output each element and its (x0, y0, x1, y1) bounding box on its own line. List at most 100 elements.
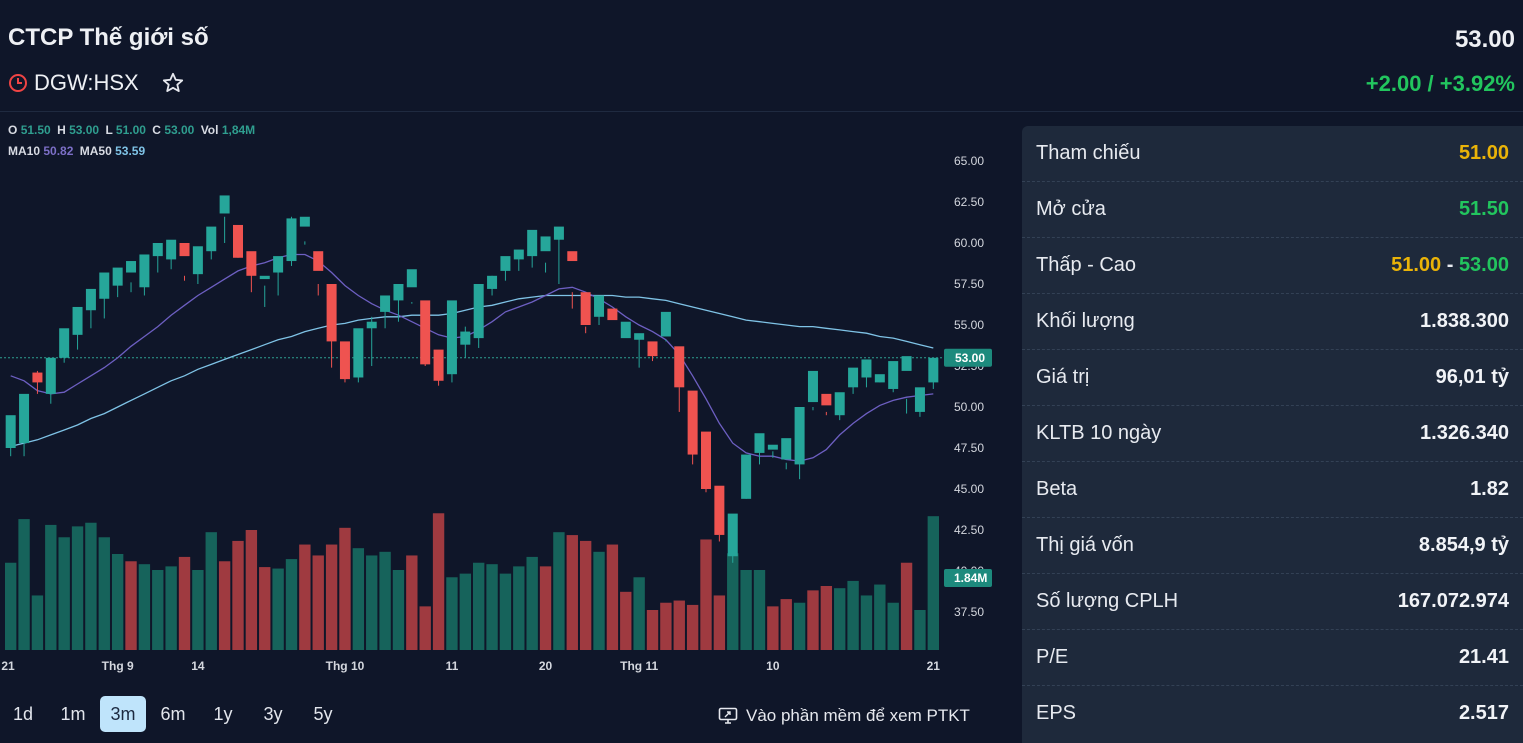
candle-body (326, 284, 337, 342)
y-tick-label: 37.50 (954, 605, 984, 619)
stat-value: 21.41 (1458, 646, 1509, 668)
candle-body (553, 226, 564, 240)
y-tick-label: 50.00 (954, 400, 984, 414)
stat-row-market-cap: Thị giá vốn 8.854,9 tỷ (1022, 518, 1523, 574)
volume-bar (847, 580, 859, 650)
volume-bar (406, 555, 418, 650)
stat-row-reference: Tham chiếu 51.00 (1022, 126, 1523, 182)
stat-value: 96,01 tỷ (1435, 366, 1509, 388)
ticker-symbol: DGW:HSX (34, 70, 139, 95)
candle-body (781, 438, 792, 460)
stat-row-beta: Beta 1.82 (1022, 462, 1523, 518)
candle-body (112, 267, 123, 286)
last-volume-label: 1.84M (954, 571, 987, 585)
stat-label: Khối lượng (1036, 310, 1135, 332)
candle-body (914, 387, 925, 412)
ohlc-legend: O 51.50 H 53.00 L 51.00 C 53.00 Vol 1,84… (8, 123, 256, 137)
volume-bar (111, 554, 124, 650)
range-1d-button[interactable]: 1d (0, 696, 46, 732)
volume-bar (232, 540, 244, 650)
star-icon[interactable] (161, 71, 185, 95)
candle-body (500, 256, 511, 271)
volume-bar (205, 532, 217, 650)
candle-body (794, 407, 805, 465)
candle-body (420, 300, 431, 365)
candle-body (166, 239, 177, 260)
volume-bar (807, 590, 819, 650)
volume-bar (45, 524, 57, 650)
ma10-line (10, 253, 934, 462)
volume-bar (820, 586, 833, 650)
range-3m-button[interactable]: 3m (100, 696, 146, 732)
candle-body (313, 251, 324, 271)
volume-bar (860, 595, 873, 650)
candle-body (701, 431, 711, 489)
candle-body (59, 328, 70, 358)
volume-bar (152, 570, 164, 650)
ticker-row: DGW:HSX (8, 70, 185, 96)
candle-body (848, 367, 859, 388)
volume-bar (526, 556, 538, 650)
volume-bar (299, 544, 311, 650)
x-tick-label: 11 (446, 659, 459, 673)
company-name: CTCP Thế giới số (8, 24, 209, 51)
stat-value: 51.00 (1458, 142, 1509, 164)
candle-body (286, 218, 297, 262)
volume-bar (31, 595, 44, 650)
candle-body (513, 249, 524, 260)
candle-body (580, 292, 591, 325)
stat-value: 2.517 (1458, 702, 1509, 724)
low-value: 51.00 (1391, 254, 1442, 276)
range-1m-button[interactable]: 1m (50, 696, 96, 732)
price-change: +2.00 / +3.92% (1365, 71, 1515, 96)
stat-value: 167.072.974 (1397, 590, 1509, 612)
volume-bar (539, 566, 552, 650)
volume-bar (272, 568, 284, 650)
stat-label: KLTB 10 ngày (1036, 422, 1162, 444)
volume-bar (473, 562, 485, 650)
candle-body (273, 256, 284, 273)
volume-bar (339, 527, 351, 650)
range-3y-button[interactable]: 3y (250, 696, 296, 732)
last-price-label: 53.00 (955, 351, 985, 365)
volume-bar (927, 516, 939, 650)
candle-body (687, 390, 698, 455)
candle-body (807, 370, 818, 403)
open-ta-software-link[interactable]: Vào phần mềm để xem PTKT (718, 706, 970, 726)
stat-label: Giá trị (1036, 366, 1090, 388)
volume-bar (192, 570, 204, 650)
candle-body (206, 226, 217, 252)
range-5y-button[interactable]: 5y (300, 696, 346, 732)
candle-body (741, 454, 752, 499)
volume-bar (218, 561, 231, 650)
range-6m-button[interactable]: 6m (150, 696, 196, 732)
candle-body (45, 357, 56, 394)
x-tick-label: Thg 9 (102, 659, 134, 673)
volume-bar (700, 539, 712, 650)
stat-value-range: 51.00 - 53.00 (1391, 254, 1509, 277)
price-chart[interactable]: 65.0062.5060.0057.5055.0052.5050.0047.50… (0, 112, 1010, 743)
volume-bar (606, 544, 619, 650)
candle-body (393, 284, 404, 301)
stat-label: P/E (1036, 646, 1069, 668)
candlestick-chart-svg[interactable]: 65.0062.5060.0057.5055.0052.5050.0047.50… (0, 112, 1010, 682)
candle-body (139, 254, 150, 288)
candle-body (473, 284, 484, 339)
y-tick-label: 45.00 (954, 482, 984, 496)
stat-label: Tham chiếu (1036, 142, 1141, 164)
volume-bar (98, 537, 110, 650)
stat-row-eps: EPS 2.517 (1022, 686, 1523, 742)
volume-bar (633, 577, 645, 650)
candle-body (647, 341, 658, 357)
candle-body (607, 308, 618, 321)
open-ta-software-label: Vào phần mềm để xem PTKT (746, 706, 970, 725)
volume-bar (767, 606, 779, 650)
y-tick-label: 57.50 (954, 277, 984, 291)
x-tick-label: 21 (1, 659, 15, 673)
stat-row-volume: Khối lượng 1.838.300 (1022, 294, 1523, 350)
range-1y-button[interactable]: 1y (200, 696, 246, 732)
range-separator: - (1446, 254, 1454, 276)
candle-body (540, 236, 551, 252)
candle-body (19, 393, 30, 444)
candle-body (901, 356, 912, 371)
